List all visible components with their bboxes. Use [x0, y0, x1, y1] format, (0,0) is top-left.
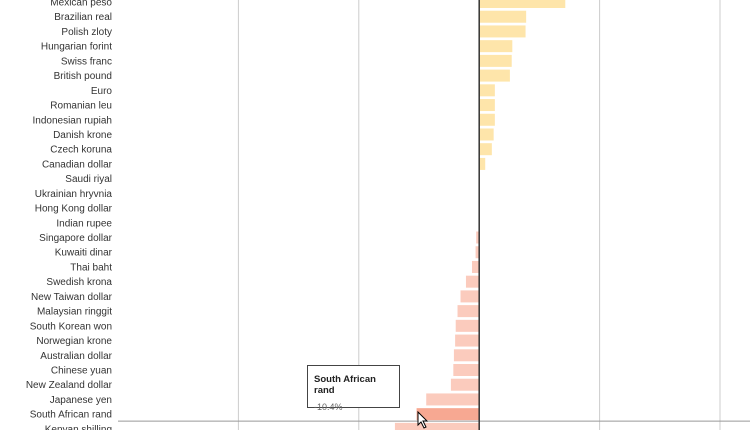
tooltip-title: South African rand: [314, 374, 376, 396]
category-label: Chinese yuan: [51, 366, 112, 377]
category-label: Mexican peso: [50, 0, 112, 9]
tooltip: South African rand -10.4%: [307, 365, 400, 412]
mouse-cursor-icon: [417, 411, 429, 429]
category-label: Hungarian forint: [41, 42, 112, 53]
bar[interactable]: [450, 378, 480, 391]
bar[interactable]: [479, 157, 486, 170]
category-label: Ukrainian hryvnia: [35, 189, 113, 200]
bar[interactable]: [453, 364, 480, 376]
category-label: New Zealand dollar: [26, 380, 113, 391]
bar[interactable]: [416, 408, 480, 421]
bar[interactable]: [394, 422, 480, 430]
category-label: Kenyan shilling: [45, 424, 112, 430]
bar[interactable]: [479, 99, 495, 112]
tooltip-value: -10.4%: [314, 402, 343, 412]
category-label: Singapore dollar: [39, 233, 112, 244]
category-label: South Korean won: [30, 321, 112, 332]
category-label: Danish krone: [53, 130, 112, 141]
category-label: Euro: [91, 86, 113, 97]
bar[interactable]: [479, 0, 566, 8]
bar[interactable]: [479, 40, 513, 53]
bar[interactable]: [479, 25, 526, 38]
category-label: Swedish krona: [46, 277, 112, 288]
bar[interactable]: [460, 290, 480, 303]
bar[interactable]: [475, 246, 480, 259]
category-label: Indonesian rupiah: [32, 115, 112, 126]
bar[interactable]: [479, 10, 527, 23]
category-label: Norwegian krone: [36, 336, 112, 347]
category-label: British pound: [54, 71, 112, 82]
bar[interactable]: [426, 393, 480, 406]
bar[interactable]: [453, 349, 480, 362]
bar[interactable]: [476, 231, 480, 244]
category-label: Polish zloty: [61, 27, 112, 38]
category-label: Swiss franc: [61, 56, 112, 67]
bar[interactable]: [457, 305, 480, 318]
category-label: Thai baht: [70, 262, 112, 273]
bar[interactable]: [455, 334, 480, 347]
category-label: New Taiwan dollar: [31, 292, 113, 303]
bar[interactable]: [479, 143, 492, 156]
bar[interactable]: [479, 69, 510, 82]
category-label: Kuwaiti dinar: [55, 248, 113, 259]
bar[interactable]: [471, 260, 480, 273]
bar[interactable]: [455, 319, 480, 332]
category-label: South African rand: [30, 410, 112, 421]
category-label: Japanese yen: [50, 395, 112, 406]
category-label: Romanian leu: [50, 101, 112, 112]
category-label: Australian dollar: [40, 351, 112, 362]
bar[interactable]: [479, 84, 495, 97]
category-label: Canadian dollar: [42, 159, 113, 170]
bar[interactable]: [479, 128, 494, 141]
category-label: Saudi riyal: [65, 174, 112, 185]
category-label: Czech koruna: [50, 145, 112, 156]
category-label: Malaysian ringgit: [37, 307, 112, 318]
bar[interactable]: [465, 275, 480, 288]
category-label: Hong Kong dollar: [35, 204, 113, 215]
category-label: Indian rupee: [56, 218, 112, 229]
bar[interactable]: [479, 54, 512, 67]
category-label: Brazilian real: [54, 12, 112, 23]
bar[interactable]: [479, 113, 495, 126]
